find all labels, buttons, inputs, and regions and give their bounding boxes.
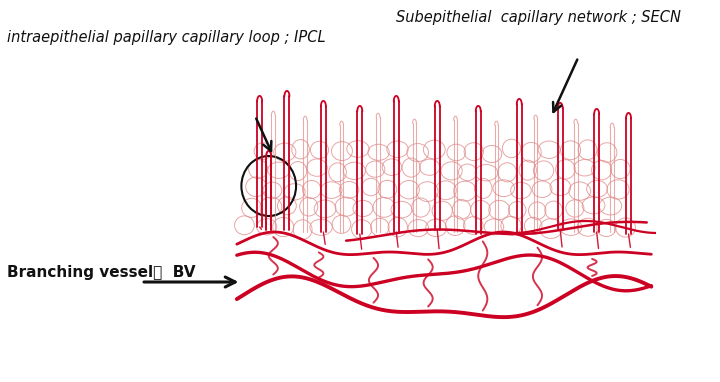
Text: Branching vessel；  BV: Branching vessel； BV bbox=[7, 264, 196, 280]
Text: intraepithelial papillary capillary loop ; IPCL: intraepithelial papillary capillary loop… bbox=[7, 30, 326, 45]
Text: Subepithelial  capillary network ; SECN: Subepithelial capillary network ; SECN bbox=[396, 10, 681, 25]
